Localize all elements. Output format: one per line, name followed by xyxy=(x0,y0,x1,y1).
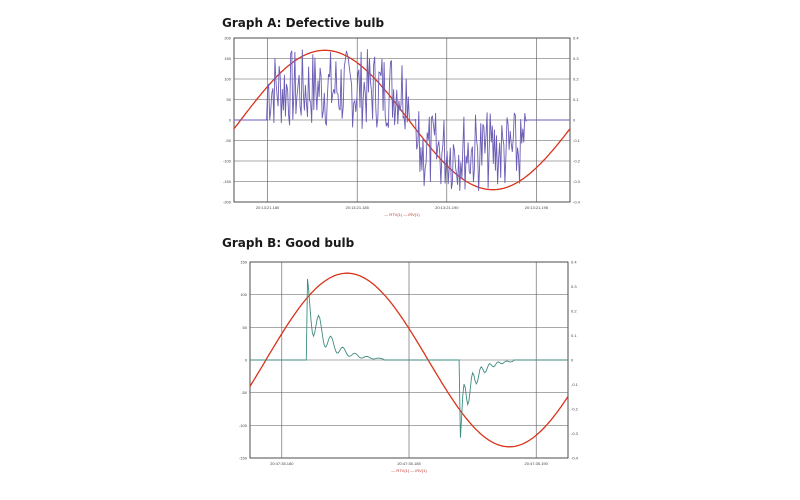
y-tick-label-left: 0 xyxy=(229,118,232,123)
y-tick-label-left: -50 xyxy=(225,138,232,143)
y-tick-label-right: -0.2 xyxy=(573,159,581,164)
y-tick-label-right: -0.4 xyxy=(571,456,579,461)
series-line-b-0 xyxy=(249,272,569,448)
y-tick-label-right: -0.1 xyxy=(571,382,579,387)
y-tick-label-right: 0.2 xyxy=(571,309,577,314)
y-tick-label-left: 200 xyxy=(224,36,231,41)
x-tick-label: 20:13:21.180 xyxy=(256,205,280,210)
y-tick-label-right: -0.2 xyxy=(571,407,579,412)
x-tick-label: 20:47:35.185 xyxy=(397,461,421,466)
y-tick-label-left: -200 xyxy=(223,200,232,205)
y-tick-label-left: 50 xyxy=(243,325,248,330)
y-tick-label-left: -100 xyxy=(223,159,232,164)
y-tick-label-right: 0.4 xyxy=(571,260,577,265)
y-tick-label-left: 100 xyxy=(240,292,247,297)
series-line-a-1 xyxy=(234,49,570,191)
y-tick-label-right: 0 xyxy=(573,118,576,123)
y-tick-label-left: 100 xyxy=(224,77,231,82)
y-tick-label-right: -0.4 xyxy=(573,200,581,205)
series-line-a-0 xyxy=(233,49,571,191)
graph-b-title: Graph B: Good bulb xyxy=(222,236,355,250)
y-tick-label-right: -0.3 xyxy=(573,179,581,184)
y-tick-label-right: 0.4 xyxy=(573,36,579,41)
y-tick-label-right: 0.2 xyxy=(573,77,579,82)
series-line-b-1 xyxy=(250,278,568,438)
y-tick-label-right: 0.1 xyxy=(571,333,577,338)
x-tick-label: 20:47:35.180 xyxy=(270,461,294,466)
legend-a: — RTV(1) — iRV(1) xyxy=(384,212,420,217)
y-tick-label-left: 150 xyxy=(240,260,247,265)
y-tick-label-left: -50 xyxy=(241,390,248,395)
y-tick-label-right: 0.1 xyxy=(573,97,579,102)
y-tick-label-left: 150 xyxy=(224,56,231,61)
x-tick-label: 20:13:21.185 xyxy=(346,205,370,210)
y-tick-label-left: -150 xyxy=(239,456,248,461)
y-tick-label-right: 0.3 xyxy=(573,56,579,61)
y-tick-label-left: -150 xyxy=(223,179,232,184)
x-tick-label: 20:13:21.195 xyxy=(525,205,549,210)
x-tick-label: 20:13:21.190 xyxy=(435,205,459,210)
y-tick-label-right: -0.3 xyxy=(571,431,579,436)
y-tick-label-left: 50 xyxy=(227,97,232,102)
y-tick-label-left: -100 xyxy=(239,423,248,428)
y-tick-label-left: 0 xyxy=(245,358,248,363)
x-tick-label: 20:47:35.190 xyxy=(525,461,549,466)
y-tick-label-right: -0.1 xyxy=(573,138,581,143)
graph-a-title: Graph A: Defective bulb xyxy=(222,16,385,30)
y-tick-label-right: 0 xyxy=(571,358,574,363)
legend-b: — RTV(1) — iRV(1) xyxy=(391,468,427,473)
y-tick-label-right: 0.3 xyxy=(571,284,577,289)
